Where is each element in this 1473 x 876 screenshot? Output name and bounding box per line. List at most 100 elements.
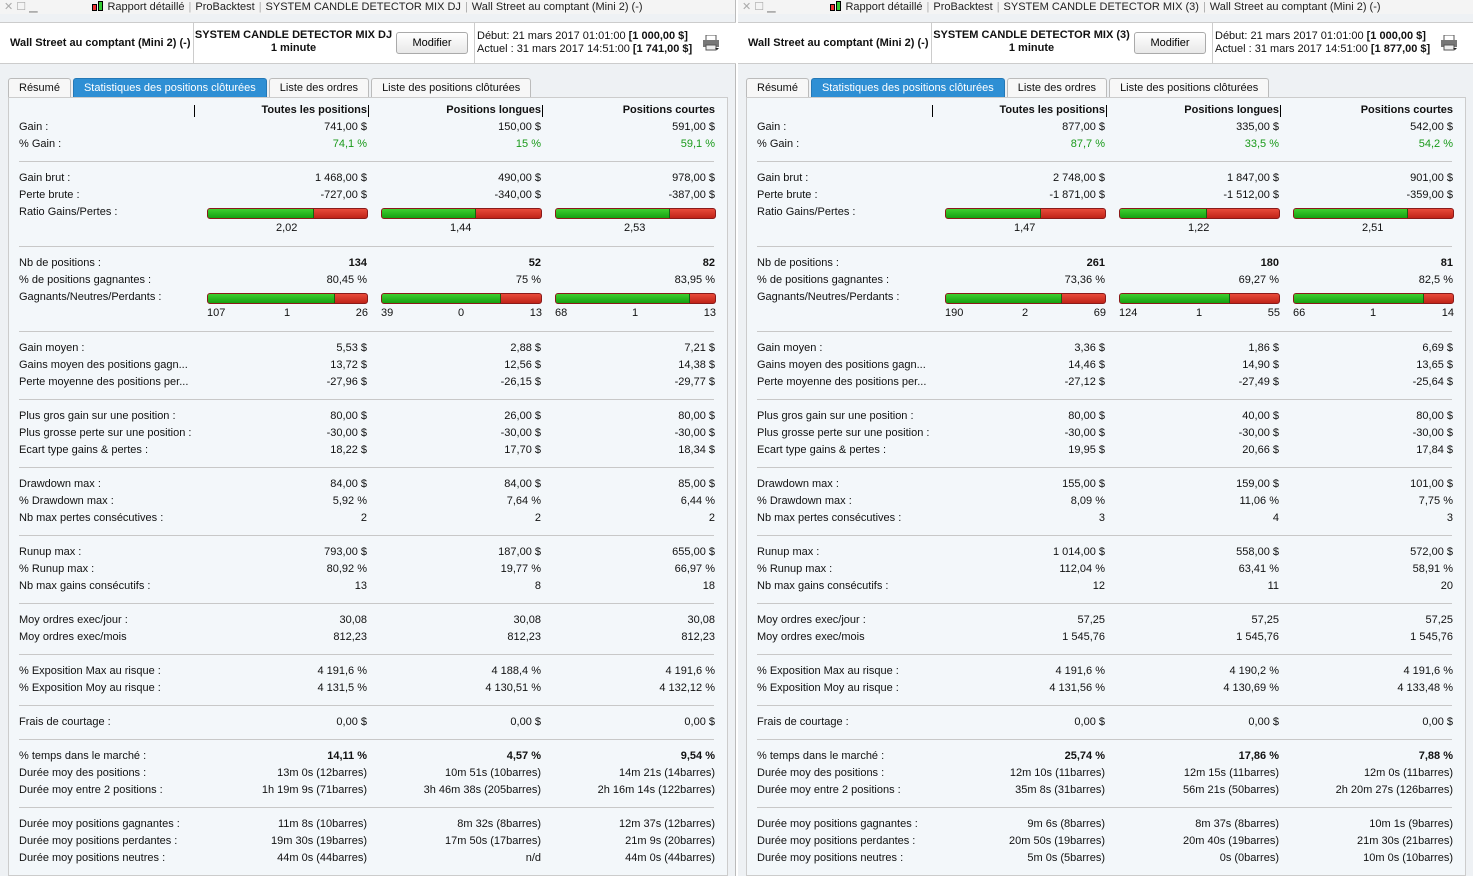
section-divider [19,603,714,604]
stat-value: 655,00 $ [672,546,715,558]
stat-value: -30,00 $ [1238,427,1279,439]
stat-label: % Gain : [19,138,62,150]
ratio-bar [555,208,716,219]
stat-value: -29,77 $ [674,376,715,388]
stat-value: 2 [534,512,541,524]
tab-1[interactable]: Statistiques des positions clôturées [72,78,267,98]
winners-count: 68 [555,307,568,319]
stat-label: Moy ordres exec/jour : [757,614,866,626]
stat-row: Durée moy positions neutres : 44m 0s (44b… [9,850,729,867]
stat-value: 80,00 $ [678,410,715,422]
tab-2[interactable]: Liste des ordres [1006,78,1108,98]
stat-value: -727,00 $ [320,189,367,201]
neutral-count: 2 [1022,307,1029,319]
stat-value: 52 [528,257,541,269]
stat-label: Perte moyenne des positions per... [757,376,927,388]
stat-row: Gain moyen : 3,36 $ 1,86 $ 6,69 $ [747,340,1467,357]
stat-row: Gain brut : 1 468,00 $ 490,00 $ 978,00 $ [9,170,729,187]
stat-value: 13 [354,580,367,592]
stat-row: % Gain : 74,1 % 15 % 59,1 % [9,136,729,153]
bar-win-fill [1120,209,1208,218]
stat-row: Runup max : 1 014,00 $ 558,00 $ 572,00 $ [747,544,1467,561]
section-divider [757,654,1452,655]
bar-win-fill [208,294,336,303]
winners-count: 39 [381,307,394,319]
current-capital: [1 741,00 $] [632,43,693,55]
tab-0[interactable]: Résumé [746,78,809,98]
stat-value: 8m 32s (8barres) [457,818,541,830]
stat-value: 13m 0s (12barres) [277,767,367,779]
stat-label: % de positions gagnantes : [757,274,890,286]
bar-values-row: 107 1 26 39 0 13 68 1 13 [9,305,729,322]
stat-value: 812,23 [333,631,367,643]
window-controls[interactable]: ✕☐▁ [742,1,779,13]
stat-label: Nb de positions : [757,257,839,269]
stat-value: 20,66 $ [1242,444,1279,456]
stat-value: 741,00 $ [324,121,367,133]
system-info: SYSTEM CANDLE DETECTOR MIX (3) 1 minute [931,23,1131,63]
stat-value: 0s (0barres) [1219,852,1279,864]
stat-row: Durée moy positions perdantes : 19m 30s (… [9,833,729,850]
stat-row: Nb max pertes consécutives : 3 4 3 [747,510,1467,527]
stat-value: 26,00 $ [504,410,541,422]
neutral-count: 1 [632,307,639,319]
bar-values-row: 2,02 1,44 2,53 [9,220,729,237]
stat-row: Perte moyenne des positions per... -27,96… [9,374,729,391]
stat-label: Durée moy entre 2 positions : [757,784,901,796]
stat-row: % Runup max : 80,92 % 19,77 % 66,97 % [9,561,729,578]
instrument-name: Wall Street au comptant (Mini 2) (-) [10,37,191,49]
stat-label: Durée moy positions perdantes : [19,835,178,847]
stat-value: 18,22 $ [330,444,367,456]
tab-0[interactable]: Résumé [8,78,71,98]
date-range: Début: 21 mars 2017 01:01:00 [1 000,00 $]… [1212,23,1430,63]
stat-value: 2 748,00 $ [1053,172,1105,184]
stat-label: Frais de courtage : [19,716,111,728]
tab-1[interactable]: Statistiques des positions clôturées [810,78,1005,98]
modify-button[interactable]: Modifier [396,32,468,54]
system-name: SYSTEM CANDLE DETECTOR MIX DJ [194,29,393,41]
printer-icon[interactable] [702,35,720,51]
stat-value: 5,92 % [332,495,367,507]
stat-value: 20 [1440,580,1453,592]
stat-value: 81 [1440,257,1453,269]
stat-value: 4 131,56 % [1049,682,1105,694]
section-divider [757,705,1452,706]
current-label: Actuel : [1215,43,1252,55]
stat-label: Plus grosse perte sur une position : [757,427,930,439]
stat-row: Perte moyenne des positions per... -27,12… [747,374,1467,391]
start-label: Début: [1215,30,1248,42]
stat-value: 2 [708,512,715,524]
stat-row: Frais de courtage : 0,00 $ 0,00 $ 0,00 $ [747,714,1467,731]
stat-row: Moy ordres exec/jour : 57,25 57,25 57,25 [747,612,1467,629]
tab-3[interactable]: Liste des positions clôturées [371,78,532,98]
stat-value: 134 [348,257,367,269]
modify-button[interactable]: Modifier [1134,32,1206,54]
tab-3[interactable]: Liste des positions clôturées [1109,78,1270,98]
start-capital: [1 000,00 $] [1366,30,1426,42]
section-divider [757,739,1452,740]
report-window-1: ✕☐▁ Rapport détaillé | ProBacktest | SYSTEM … [0,0,736,876]
stat-value: 4,57 % [506,750,541,762]
column-header: Positions courtes [622,104,715,116]
ratio-bar [945,208,1106,219]
printer-icon[interactable] [1440,35,1458,51]
stat-row: % de positions gagnantes : 80,45 % 75 % 83,… [9,272,729,289]
current-label: Actuel : [477,43,514,55]
window-controls[interactable]: ✕☐▁ [4,1,41,13]
stat-value: 5m 0s (5barres) [1027,852,1105,864]
stat-label: Durée moy des positions : [757,767,885,779]
stat-value: -30,00 $ [1412,427,1453,439]
stat-value: -340,00 $ [494,189,541,201]
stat-value: 4 191,6 % [1055,665,1105,677]
neutral-count: 1 [284,307,291,319]
bar-win-fill [946,209,1041,218]
stat-value: 74,1 % [332,138,367,150]
stat-value: 12m 10s (11barres) [1009,767,1105,779]
stat-value: 9m 6s (8barres) [1027,818,1105,830]
tab-2[interactable]: Liste des ordres [268,78,370,98]
stat-value: 15 % [515,138,541,150]
stat-row: Durée moy entre 2 positions : 35m 8s (31b… [747,782,1467,799]
stat-row: % Drawdown max : 8,09 % 11,06 % 7,75 % [747,493,1467,510]
stat-row: Runup max : 793,00 $ 187,00 $ 655,00 $ [9,544,729,561]
losers-count: 13 [529,307,542,319]
